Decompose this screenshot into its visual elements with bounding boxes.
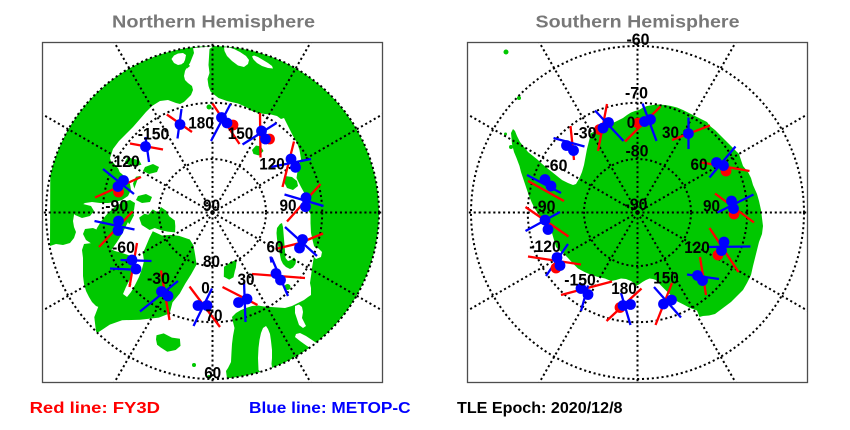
- svg-text:180: 180: [188, 115, 214, 133]
- svg-text:30: 30: [662, 124, 679, 142]
- svg-text:-120: -120: [529, 238, 561, 256]
- svg-text:60: 60: [267, 239, 284, 257]
- svg-text:120: 120: [259, 156, 285, 174]
- svg-text:150: 150: [653, 270, 679, 288]
- svg-text:-120: -120: [108, 153, 140, 171]
- svg-text:70: 70: [206, 307, 223, 325]
- svg-text:-60: -60: [627, 31, 650, 49]
- svg-text:60: 60: [691, 156, 708, 174]
- svg-text:90: 90: [280, 197, 297, 215]
- svg-text:Southern Hemisphere: Southern Hemisphere: [536, 12, 740, 32]
- svg-text:Red line: FY3D: Red line: FY3D: [30, 400, 160, 417]
- svg-text:80: 80: [203, 253, 220, 271]
- svg-text:0: 0: [201, 280, 210, 298]
- svg-text:30: 30: [238, 271, 255, 289]
- svg-text:-150: -150: [138, 126, 170, 144]
- svg-text:60: 60: [204, 365, 221, 383]
- svg-text:120: 120: [684, 239, 710, 257]
- svg-text:-30: -30: [147, 270, 170, 288]
- svg-text:-150: -150: [564, 272, 596, 290]
- svg-text:Northern Hemisphere: Northern Hemisphere: [112, 12, 315, 32]
- svg-text:90: 90: [203, 197, 220, 215]
- svg-text:-90: -90: [533, 198, 556, 216]
- svg-text:-90: -90: [625, 196, 648, 214]
- svg-text:Blue line: METOP-C: Blue line: METOP-C: [249, 400, 411, 417]
- svg-text:0: 0: [627, 114, 636, 132]
- svg-text:TLE Epoch: 2020/12/8: TLE Epoch: 2020/12/8: [457, 400, 623, 417]
- svg-text:-80: -80: [626, 143, 649, 161]
- svg-text:-60: -60: [545, 157, 568, 175]
- svg-text:150: 150: [228, 125, 254, 143]
- svg-text:-30: -30: [574, 125, 597, 143]
- svg-text:90: 90: [703, 198, 720, 216]
- svg-text:-70: -70: [625, 85, 648, 103]
- svg-text:180: 180: [611, 280, 637, 298]
- svg-text:-90: -90: [105, 198, 128, 216]
- svg-text:-60: -60: [112, 239, 135, 257]
